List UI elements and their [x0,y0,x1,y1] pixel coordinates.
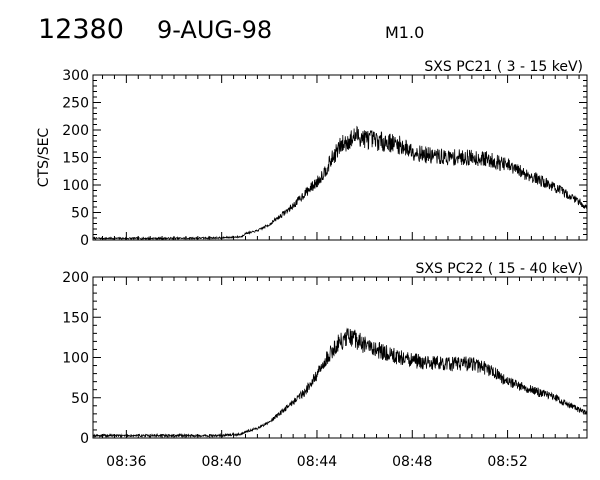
plot-frame [92,74,588,241]
y-tick-label: 300 [62,68,89,84]
event-number: 12380 [38,14,124,45]
y-tick-label: 250 [62,96,89,112]
panel-pc21: 0 50 100 150 200 250 300 SXS PC21 ( 3 - 15 keV)… [36,59,588,249]
event-date: 9-AUG-98 [157,16,273,44]
y-tick-label: 50 [71,391,89,407]
x-tick-label: 08:48 [392,454,432,470]
x-tick-label: 08:40 [201,454,241,470]
panel-title: SXS PC22 ( 15 - 40 keV) [415,261,583,277]
plot-frame [92,276,588,439]
x-tick-label: 08:52 [487,454,527,470]
series-line [92,125,588,241]
y-tick-label: 0 [80,431,89,447]
y-tick-label: 100 [62,178,89,194]
x-tick-label: 08:36 [106,454,146,470]
y-tick-label: 0 [80,233,89,249]
x-tick-label: 08:44 [297,454,337,470]
y-tick-label: 200 [62,123,89,139]
y-tick-label: 50 [71,206,89,222]
y-tick-label: 200 [62,270,89,286]
y-tick-label: 100 [62,351,89,367]
y-tick-label: 150 [62,151,89,167]
y-tick-label: 150 [62,310,89,326]
y-axis-label: CTS/SEC [36,128,52,188]
panel-title: SXS PC21 ( 3 - 15 keV) [424,59,583,75]
series-line [92,327,588,439]
flare-class: M1.0 [385,23,425,42]
panel-pc22: 0 50 100 150 200 08:36 08:40 08:44 08:48 08:52 SXS… [62,261,588,470]
